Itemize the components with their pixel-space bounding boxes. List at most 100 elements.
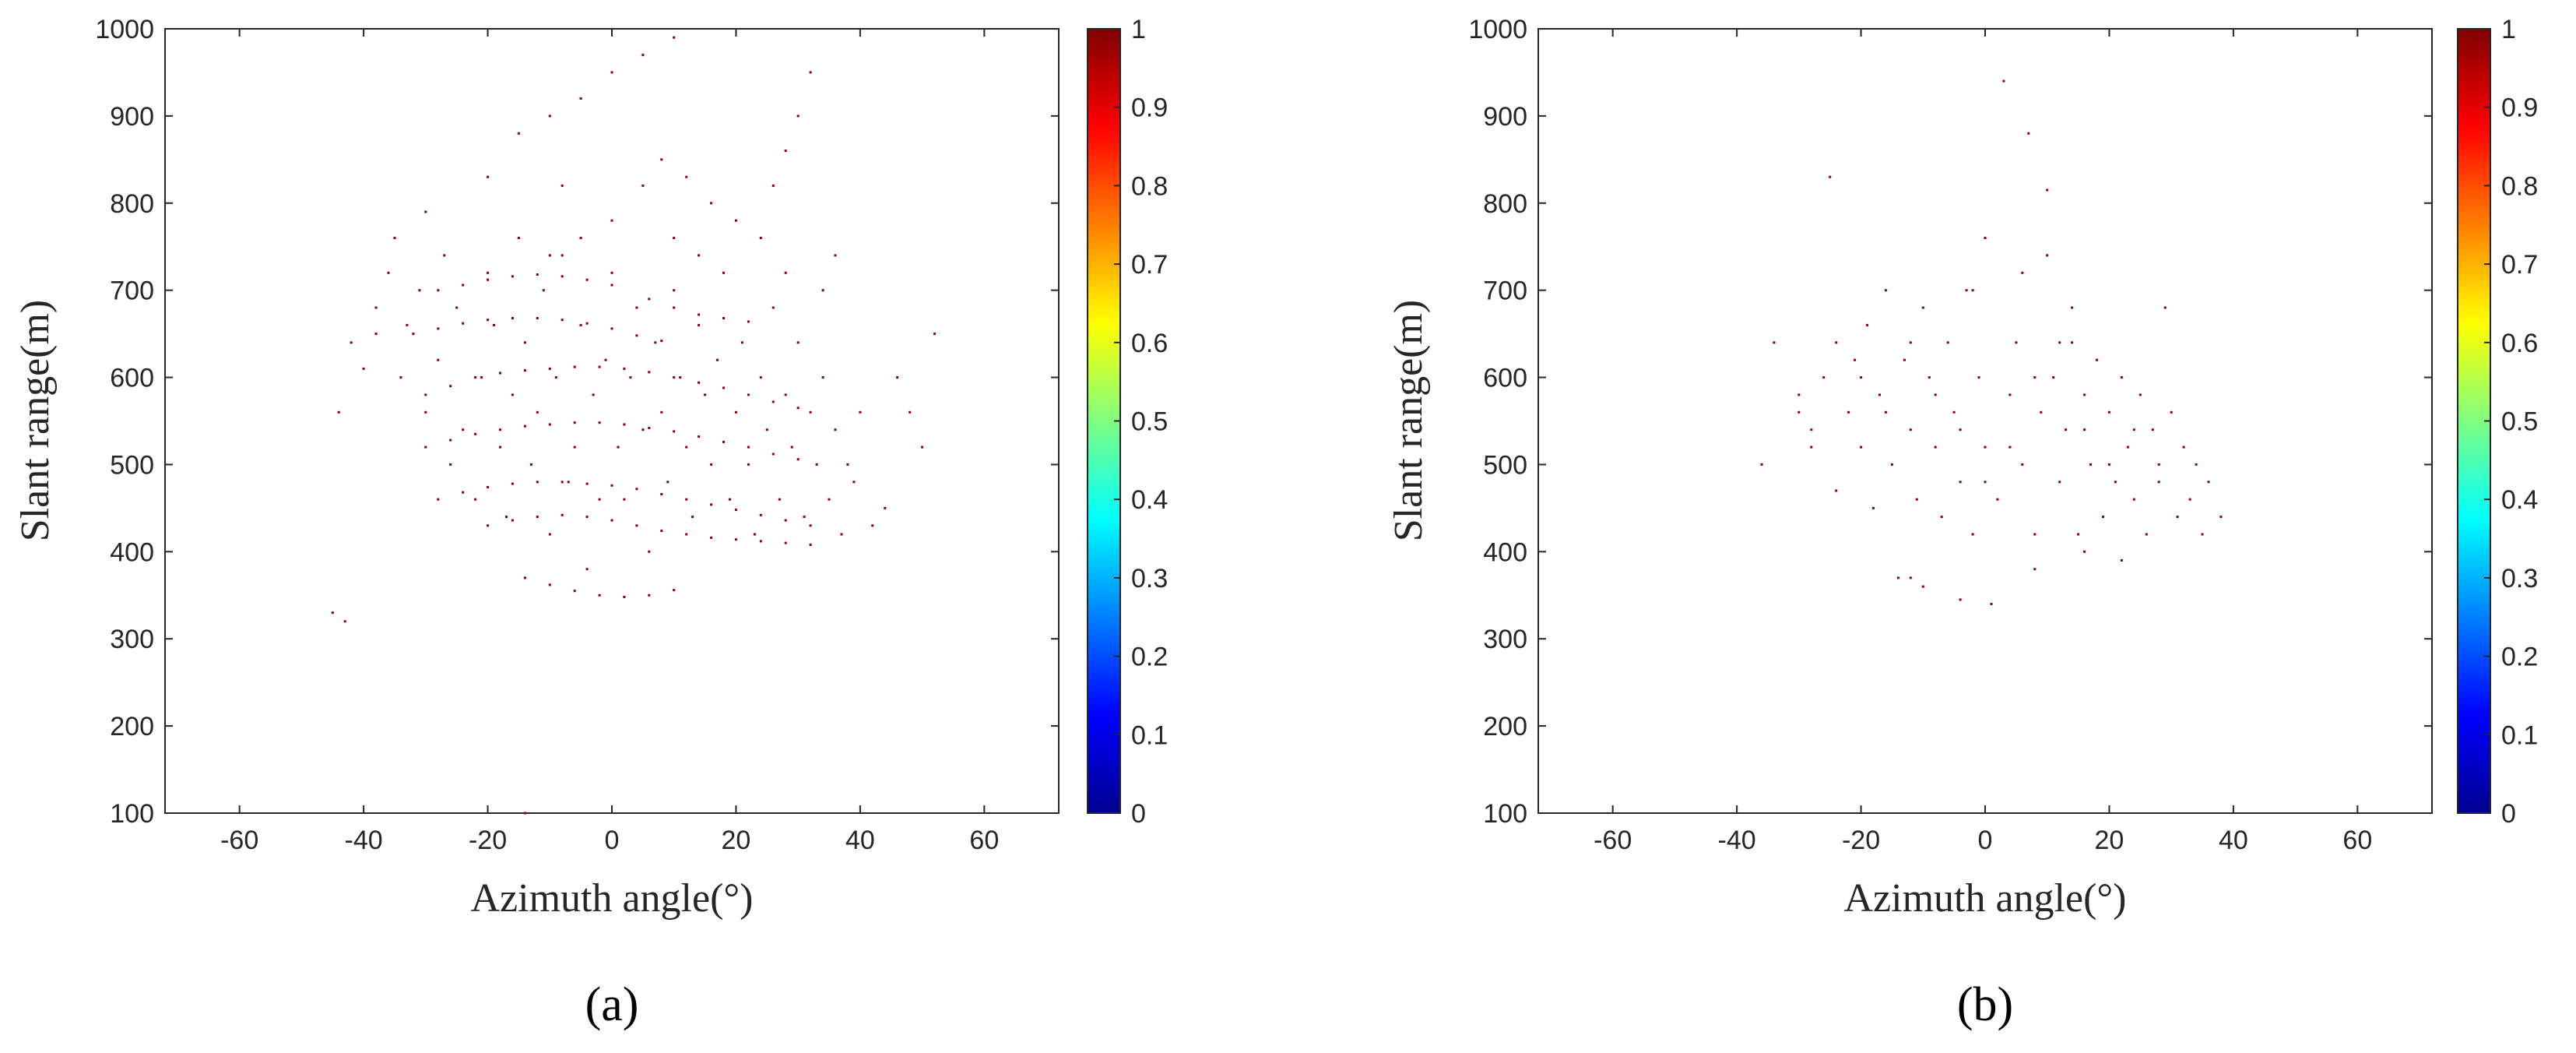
scatter-point xyxy=(437,327,440,330)
scatter-point xyxy=(579,237,582,239)
colorbar-tick-label: 0.5 xyxy=(1131,407,1168,437)
scatter-point xyxy=(1810,428,1813,431)
scatter-point xyxy=(399,376,402,379)
scatter-point xyxy=(834,254,837,257)
scatter-point xyxy=(523,369,526,372)
scatter-point xyxy=(685,533,688,536)
scatter-point xyxy=(660,410,663,414)
y-tick-label: 800 xyxy=(110,189,154,219)
x-axis-title-a: Azimuth angle(°) xyxy=(470,876,753,921)
scatter-point xyxy=(2021,271,2024,274)
x-tick-label: 20 xyxy=(722,826,751,855)
scatter-point xyxy=(1965,289,1968,292)
scatter-point xyxy=(2027,132,2030,135)
scatter-point xyxy=(487,271,490,274)
scatter-point xyxy=(710,463,713,466)
scatter-point xyxy=(567,481,570,484)
scatter-point xyxy=(462,491,465,494)
scatter-point xyxy=(1934,446,1937,449)
scatter-point xyxy=(2219,516,2223,519)
scatter-point xyxy=(2071,306,2074,309)
scatter-point xyxy=(821,289,824,292)
colorbar-tick-label: 0.4 xyxy=(1131,485,1168,515)
scatter-point xyxy=(1909,576,1912,579)
scatter-point xyxy=(710,202,713,205)
scatter-points-b xyxy=(1760,79,2223,605)
scatter-point xyxy=(511,482,514,485)
scatter-point xyxy=(493,323,495,326)
scatter-point xyxy=(623,596,626,598)
scatter-point xyxy=(610,519,613,522)
scatter-point xyxy=(1921,585,1924,588)
scatter-point xyxy=(2083,550,2086,553)
scatter-point xyxy=(803,516,806,519)
scatter-point xyxy=(771,306,775,309)
scatter-point xyxy=(740,341,743,344)
scatter-point xyxy=(2089,463,2092,466)
scatter-point xyxy=(679,376,682,379)
scatter-point xyxy=(673,289,676,292)
scatter-point xyxy=(573,590,576,593)
scatter-point xyxy=(685,175,688,178)
scatter-point xyxy=(673,36,676,39)
scatter-point xyxy=(610,284,613,287)
scatter-point xyxy=(424,446,427,449)
scatter-point xyxy=(828,498,831,501)
scatter-point xyxy=(517,237,520,239)
scatter-point xyxy=(573,446,576,449)
scatter-point xyxy=(548,423,551,426)
scatter-point xyxy=(1909,341,1912,344)
panel-label-a: (a) xyxy=(585,978,639,1031)
scatter-point xyxy=(2188,498,2191,501)
scatter-point xyxy=(412,333,415,336)
scatter-point xyxy=(796,341,800,344)
x-tick-label: 20 xyxy=(2095,826,2124,855)
scatter-point xyxy=(393,237,396,239)
scatter-point xyxy=(673,430,676,433)
scatter-point xyxy=(455,306,459,309)
scatter-point xyxy=(1798,410,1801,414)
colorbar-tick-label: 0 xyxy=(2501,799,2516,829)
x-tick-label: 40 xyxy=(2219,826,2248,855)
scatter-points-a xyxy=(331,36,937,815)
scatter-point xyxy=(908,410,912,414)
scatter-point xyxy=(698,323,701,326)
colorbar-tick-label: 0.9 xyxy=(1131,93,1168,123)
scatter-point xyxy=(480,376,483,379)
scatter-point xyxy=(474,432,477,435)
scatter-point xyxy=(1835,341,1838,344)
scatter-point xyxy=(554,376,557,379)
scatter-point xyxy=(362,367,365,370)
scatter-point xyxy=(579,97,582,100)
scatter-point xyxy=(641,428,645,431)
scatter-point xyxy=(784,150,787,153)
x-tick-label: 60 xyxy=(2342,826,2372,855)
colorbar-tick-label: 0.7 xyxy=(1131,250,1168,280)
plot-area-b: -60 -40 -20 0 20 40 60 100 200 300 400 500 600 700 80… xyxy=(1468,15,2433,855)
scatter-point xyxy=(511,393,514,396)
scatter-point xyxy=(1915,498,1918,501)
scatter-point xyxy=(871,524,874,527)
scatter-point xyxy=(648,550,651,553)
scatter-point xyxy=(629,376,632,379)
y-tick-label: 200 xyxy=(110,712,154,741)
scatter-point xyxy=(1959,428,1962,431)
scatter-point xyxy=(654,341,657,344)
y-tick-label: 1000 xyxy=(95,15,154,44)
scatter-point xyxy=(1928,376,1931,379)
scatter-point xyxy=(747,320,750,323)
x-tick-label: 40 xyxy=(845,826,875,855)
scatter-point xyxy=(1860,446,1863,449)
scatter-point xyxy=(350,341,353,344)
x-tick-label: -40 xyxy=(1718,826,1756,855)
scatter-point xyxy=(1884,289,1887,292)
scatter-point xyxy=(2201,533,2204,536)
scatter-point xyxy=(1971,533,1974,536)
scatter-point xyxy=(1921,306,1924,309)
scatter-point xyxy=(585,482,589,485)
y-tick-label: 300 xyxy=(1483,625,1527,654)
scatter-point xyxy=(585,516,589,519)
scatter-point xyxy=(710,536,713,539)
scatter-point xyxy=(536,410,539,414)
scatter-point xyxy=(1835,489,1838,492)
